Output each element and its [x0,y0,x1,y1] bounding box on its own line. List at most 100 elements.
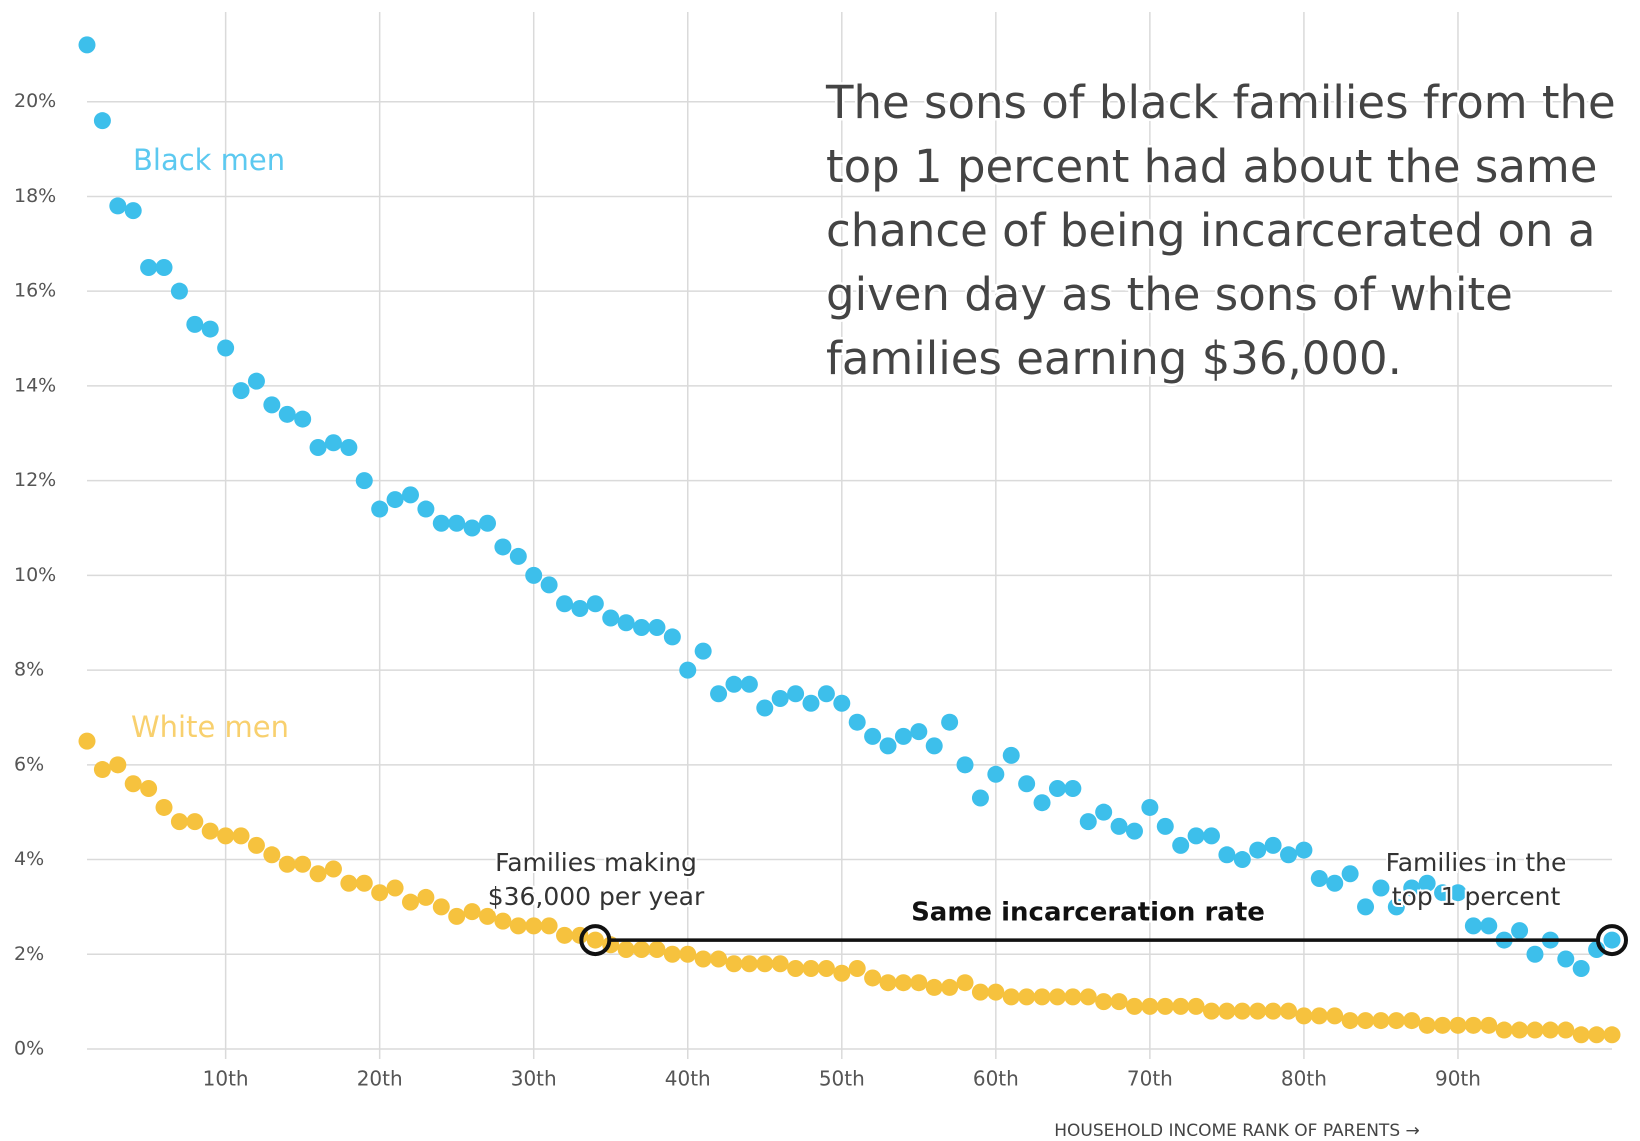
data-point [78,732,96,750]
data-point [417,500,435,518]
data-point [170,282,188,300]
data-point [833,694,851,712]
data-point [340,438,358,456]
data-point [941,978,959,996]
data-point [1156,997,1174,1015]
data-point [879,737,897,755]
data-point [201,320,219,338]
data-point [401,893,419,911]
data-point [448,907,466,925]
x-tick-label: 90th [1435,1067,1481,1091]
data-point [956,756,974,774]
data-point [494,538,512,556]
data-point [525,566,543,584]
data-point [1048,780,1066,797]
data-point [1372,1012,1390,1030]
data-point [725,675,743,693]
data-point [232,827,250,845]
x-tick-label: 80th [1281,1067,1327,1091]
data-point [355,472,373,490]
y-tick-label: 12% [14,469,56,491]
data-point [1079,988,1097,1006]
annotation: Families making [495,848,697,877]
data-point [756,955,774,973]
data-point [586,931,604,949]
data-point [140,780,158,797]
data-point [648,941,666,959]
data-point [787,685,805,703]
data-point [1033,794,1051,812]
headline: top 1 percent had about the same [826,140,1597,193]
data-point [740,955,758,973]
data-point [186,315,204,333]
data-point [987,765,1005,783]
data-point [432,898,450,916]
data-point [663,945,681,963]
data-point [987,983,1005,1001]
data-point [1202,827,1220,845]
data-point [1572,959,1590,977]
data-point [263,396,281,414]
data-point [1187,827,1205,845]
data-point [294,855,312,873]
annotation: $36,000 per year [488,882,705,911]
data-point [971,789,989,807]
data-point [124,202,142,220]
data-point [1125,822,1143,840]
headline: chance of being incarcerated on a [826,204,1595,257]
data-point [1557,1021,1575,1039]
data-point [833,964,851,982]
y-tick-label: 16% [14,280,56,302]
data-point [386,879,404,897]
data-point [679,945,697,963]
data-point [848,959,866,977]
data-point [1341,1012,1359,1030]
data-point [1434,884,1452,902]
x-tick-label: 40th [665,1067,711,1091]
data-point [401,486,419,504]
data-point [802,959,820,977]
data-point [556,926,574,944]
data-point [879,974,897,992]
data-point [894,974,912,992]
data-point [1048,988,1066,1006]
headline: families earning $36,000. [826,332,1402,385]
data-point [1141,798,1159,816]
data-point [1526,1021,1544,1039]
data-point [340,874,358,892]
data-point [848,713,866,731]
data-point [509,547,527,565]
data-point [525,917,543,935]
data-point [1064,988,1082,1006]
data-point [140,259,158,276]
data-point [1002,746,1020,764]
data-point [1557,950,1575,968]
data-point [1341,865,1359,883]
data-point [324,860,342,878]
data-point [1572,1026,1590,1044]
data-point [355,874,373,892]
annotation: Families in the [1386,848,1567,877]
data-point [217,827,235,845]
data-point [756,699,774,717]
x-tick-label: 50th [819,1067,865,1091]
data-point [1264,1002,1282,1020]
data-point [170,813,188,831]
data-point [417,888,435,906]
series-label: Black men [133,143,285,177]
data-point [771,955,789,973]
data-point [571,600,589,618]
data-point [1095,803,1113,821]
data-point [1002,988,1020,1006]
y-tick-label: 8% [14,659,44,681]
data-point [1156,817,1174,835]
x-tick-label: 20th [357,1067,403,1091]
data-point [617,941,635,959]
data-point [710,685,728,703]
data-point [787,959,805,977]
data-point [371,500,389,518]
data-point [1326,874,1344,892]
data-point [1357,898,1375,916]
data-point [864,969,882,987]
